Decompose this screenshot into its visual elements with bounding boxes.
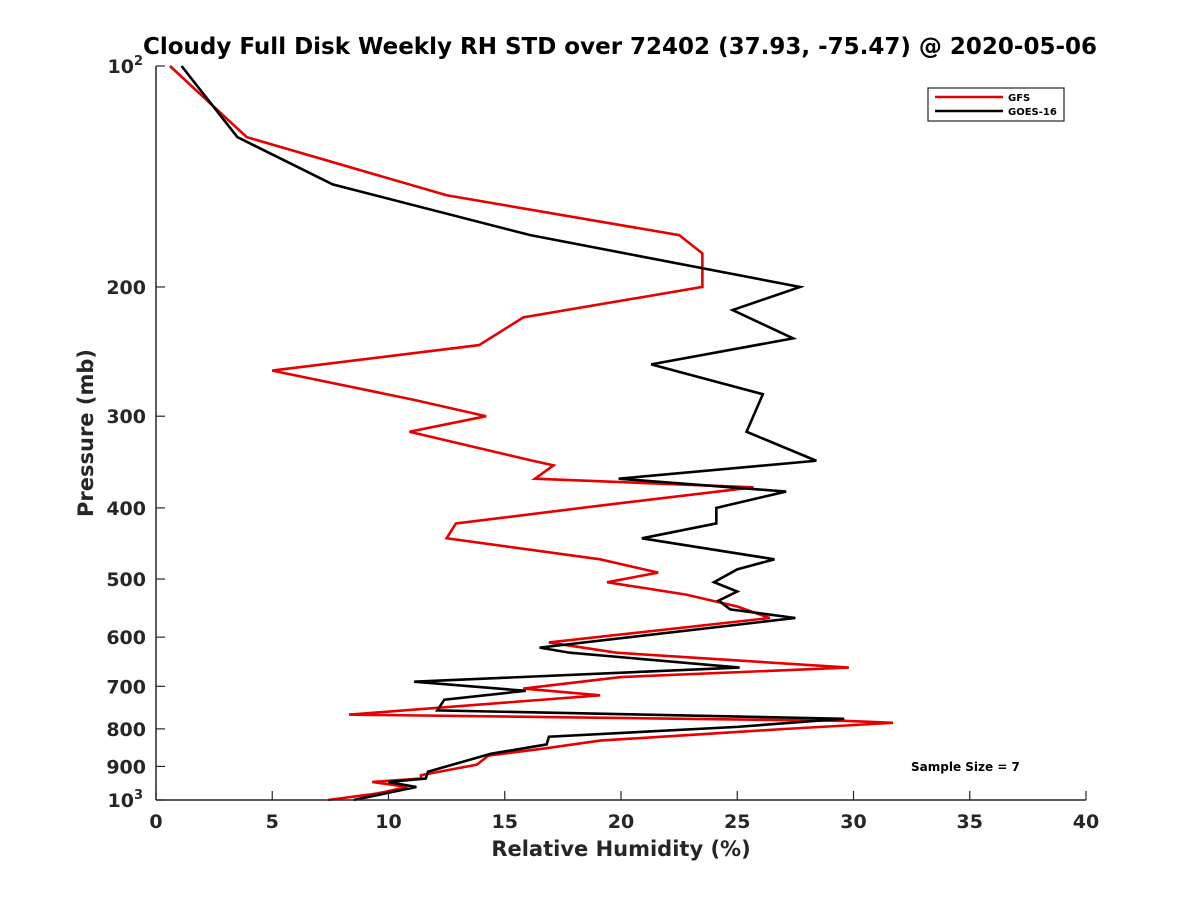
sample-size-annotation: Sample Size = 7 — [911, 760, 1020, 774]
x-tick-label-40: 40 — [1073, 811, 1099, 833]
y-tick-base: 10 — [108, 790, 134, 812]
y-axis-label: Pressure (mb) — [74, 349, 98, 517]
y-tick-exponent: 2 — [134, 54, 143, 69]
y-tick-label-800: 800 — [106, 719, 146, 741]
y-tick-label-500: 500 — [106, 569, 146, 591]
chart-title: Cloudy Full Disk Weekly RH STD over 7240… — [143, 34, 1097, 60]
legend-label-goes-16: GOES-16 — [1008, 107, 1057, 118]
x-tick-label-5: 5 — [266, 811, 279, 833]
x-tick-label-30: 30 — [840, 811, 866, 833]
y-tick-exponent: 3 — [134, 788, 143, 803]
y-tick-base: 10 — [108, 56, 134, 78]
x-tick-label-25: 25 — [724, 811, 750, 833]
x-tick-label-35: 35 — [957, 811, 983, 833]
y-tick-label-300: 300 — [106, 406, 146, 428]
x-tick-label-15: 15 — [492, 811, 518, 833]
x-tick-label-0: 0 — [149, 811, 162, 833]
x-tick-label-20: 20 — [608, 811, 634, 833]
y-tick-label-700: 700 — [106, 676, 146, 698]
y-tick-label-400: 400 — [106, 498, 146, 520]
x-tick-label-10: 10 — [375, 811, 401, 833]
y-tick-label-600: 600 — [106, 627, 146, 649]
legend: GFS GOES-16 — [928, 88, 1064, 121]
x-axis-label: Relative Humidity (%) — [491, 837, 750, 861]
y-tick-label-900: 900 — [106, 756, 146, 778]
y-tick-label-200: 200 — [106, 277, 146, 299]
legend-label-gfs: GFS — [1008, 93, 1030, 104]
